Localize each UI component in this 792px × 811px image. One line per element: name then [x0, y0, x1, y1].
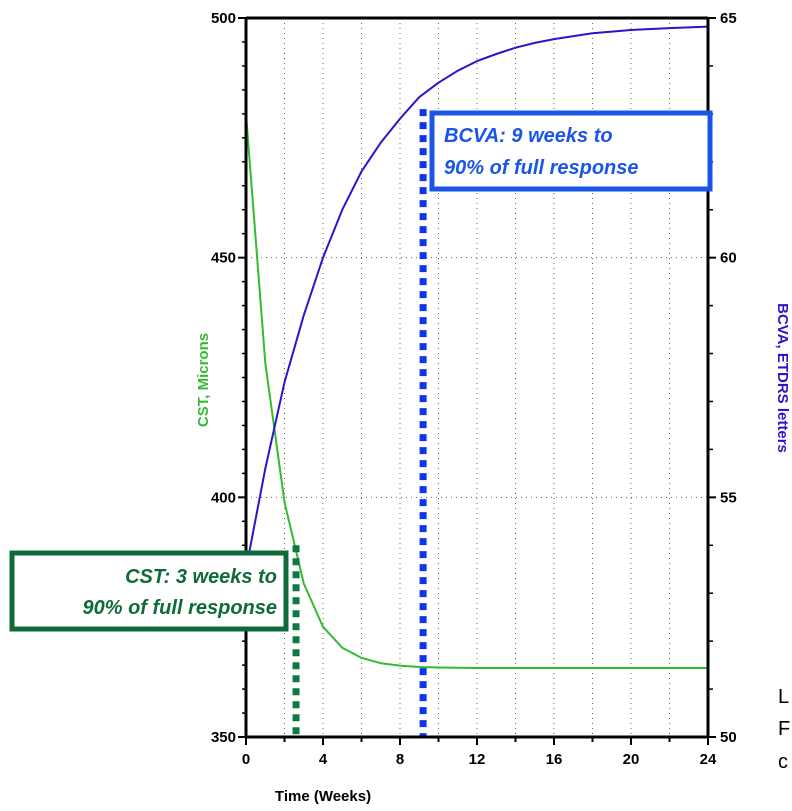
cst-callout-box: [9, 550, 289, 632]
y-right-tick-label: 65: [720, 10, 737, 27]
bcva-callout-box: [429, 110, 713, 192]
grid-lines: [246, 18, 708, 737]
cst-series-line: [245, 113, 708, 669]
cst-callout: CST: 3 weeks to 90% of full response: [9, 550, 289, 632]
x-axis-title: Time (Weeks): [275, 788, 371, 805]
y-right-tick-label: 55: [720, 489, 737, 506]
y-axis-left-title: CST, Microns: [195, 333, 212, 427]
cst-callout-line-1: CST: 3 weeks to: [125, 566, 277, 588]
response-markers: [292, 109, 427, 737]
y-left-tick-label: 450: [211, 250, 236, 267]
cst-callout-line-2: 90% of full response: [83, 597, 278, 619]
x-tick-label: 16: [546, 751, 563, 768]
edge-text-1: L: [778, 686, 789, 708]
tick-labels: 0 4 8 12 16 20 24 350 400 450 500 50 55 60 65: [211, 10, 737, 768]
x-tick-label: 20: [623, 751, 640, 768]
edge-text-2: F: [778, 718, 790, 740]
x-tick-label: 24: [700, 751, 717, 768]
series-lines: [245, 25, 709, 669]
y-left-tick-label: 350: [211, 729, 236, 746]
x-tick-label: 12: [469, 751, 486, 768]
bcva-callout-line-2: 90% of full response: [444, 157, 639, 179]
edge-text-3: c: [778, 751, 788, 773]
bcva-callout-line-1: BCVA: 9 weeks to: [444, 125, 613, 147]
y-left-tick-label: 400: [211, 489, 236, 506]
y-right-tick-label: 50: [720, 729, 737, 746]
y-left-tick-label: 500: [211, 10, 236, 27]
y-right-tick-label: 60: [720, 250, 737, 267]
x-tick-label: 8: [396, 751, 404, 768]
y-axis-right-title: BCVA, ETDRS letters: [774, 303, 791, 453]
bcva-series-line: [245, 25, 709, 570]
x-tick-label: 0: [242, 751, 250, 768]
bcva-callout: BCVA: 9 weeks to 90% of full response: [429, 110, 713, 192]
x-tick-label: 4: [319, 751, 328, 768]
